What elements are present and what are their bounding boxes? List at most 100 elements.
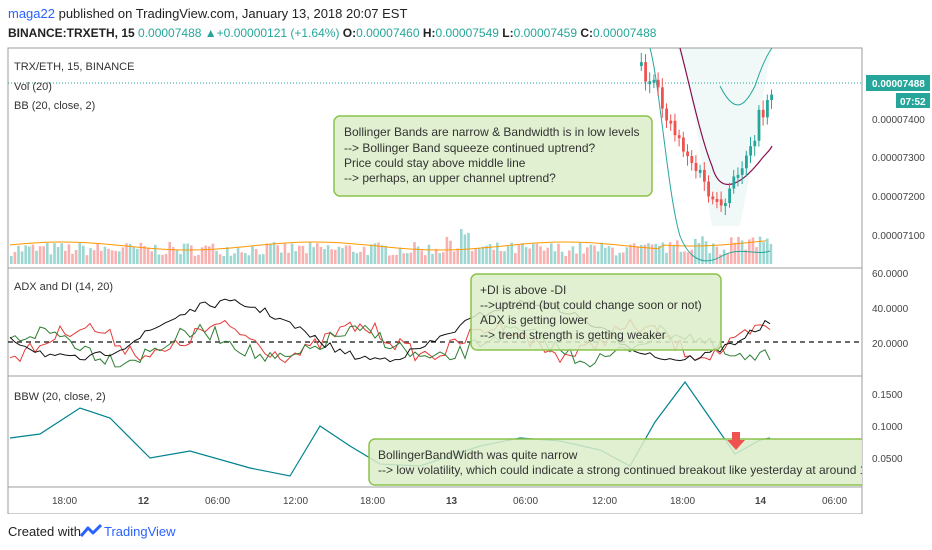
bbw-tick: 0.1500 xyxy=(872,390,903,401)
volume-bar xyxy=(625,247,629,264)
time-axis[interactable]: 18:00 12 06:00 12:00 18:00 13 06:00 12:0… xyxy=(52,496,847,507)
volume-bar xyxy=(568,250,571,264)
candle-body xyxy=(711,196,715,200)
volume-bar xyxy=(136,248,139,264)
volume-bar xyxy=(352,251,355,264)
volume-bar xyxy=(276,245,279,264)
volume-bar xyxy=(193,255,197,264)
volume-bar xyxy=(586,247,589,264)
high-value: 0.00007549 xyxy=(435,26,499,40)
volume-bar xyxy=(755,247,758,264)
time-tick: 06:00 xyxy=(513,496,538,507)
volume-bar xyxy=(125,243,128,264)
volume-bar xyxy=(528,248,531,264)
volume-bar xyxy=(330,249,333,264)
volume-bar xyxy=(589,244,593,264)
volume-bar xyxy=(701,236,704,264)
candle-body xyxy=(661,87,664,109)
volume-bar xyxy=(578,242,582,264)
open-value: 0.00007460 xyxy=(356,26,420,40)
price-annotation[interactable]: Bollinger Bands are narrow & Bandwidth i… xyxy=(333,115,653,197)
author-link[interactable]: maga22 xyxy=(8,6,55,21)
volume-bar xyxy=(740,240,744,264)
volume-bar xyxy=(719,254,722,264)
volume-bar xyxy=(668,242,672,264)
adx-annotation[interactable]: +DI is above -DI -->uptrend (but could c… xyxy=(470,273,722,351)
volume-bar xyxy=(604,247,607,264)
last-price-marker-text: 0.00007488 xyxy=(872,79,925,90)
volume-bar xyxy=(197,254,200,264)
volume-bar xyxy=(593,245,596,264)
price-axis[interactable]: 0.00007488 07:52 0.00007400 0.00007300 0… xyxy=(866,75,930,465)
volume-bar xyxy=(226,247,229,264)
volume-bar xyxy=(326,245,330,264)
volume-bar xyxy=(449,240,452,264)
volume-bar xyxy=(71,253,74,264)
candle-body xyxy=(665,108,668,121)
candle-body xyxy=(698,169,702,173)
volume-bar xyxy=(240,252,243,264)
candle-body xyxy=(686,151,689,157)
volume-bar xyxy=(31,244,35,264)
candle-body xyxy=(766,100,769,118)
volume-bar xyxy=(694,238,697,264)
volume-bar xyxy=(236,248,240,264)
candle-body xyxy=(707,181,710,197)
adx-annotation-box xyxy=(470,273,722,351)
time-tick: 12 xyxy=(138,496,150,507)
bbw-annotation[interactable]: BollingerBandWidth was quite narrow --> … xyxy=(368,438,890,486)
volume-bar xyxy=(514,253,517,264)
volume-bar xyxy=(262,254,265,264)
tradingview-logo-icon xyxy=(80,523,102,537)
open-label: O: xyxy=(342,26,357,40)
volume-bar xyxy=(409,252,413,264)
publish-line: maga22 published on TradingView.com, Jan… xyxy=(8,6,407,21)
volume-bar xyxy=(78,242,81,264)
time-tick: 06:00 xyxy=(205,496,230,507)
volume-bar xyxy=(607,246,611,264)
volume-bar xyxy=(402,253,405,264)
volume-bar xyxy=(35,250,38,264)
symbol-label: BINANCE:TRXETH, 15 xyxy=(8,26,135,40)
candle-body xyxy=(736,174,740,178)
volume-bar xyxy=(114,250,117,264)
volume-bar xyxy=(103,246,107,264)
volume-bar xyxy=(658,245,661,264)
volume-bar xyxy=(272,242,276,264)
volume-bar xyxy=(89,248,92,264)
volume-bar xyxy=(470,251,474,264)
volume-bar xyxy=(650,244,654,264)
volume-bar xyxy=(164,253,168,264)
volume-bar xyxy=(661,242,665,264)
volume-bar xyxy=(100,250,103,264)
volume-bar xyxy=(571,246,575,264)
price-note-line: --> perhaps, an upper channel uptrend? xyxy=(344,171,556,185)
volume-bar xyxy=(323,249,326,264)
volume-bar xyxy=(424,255,427,264)
time-tick: 12:00 xyxy=(592,496,617,507)
tradingview-brand-link[interactable]: TradingView xyxy=(104,524,176,539)
change-value: +0.00000121 (+1.64%) xyxy=(216,26,340,40)
volume-bar xyxy=(654,243,657,264)
candle-body xyxy=(682,137,685,152)
candle-body xyxy=(673,120,677,136)
countdown-marker xyxy=(896,93,930,108)
price-tick: 0.00007400 xyxy=(872,115,925,126)
volume-bar xyxy=(521,243,524,264)
volume-bar xyxy=(179,254,182,264)
volume-bar xyxy=(532,243,535,264)
volume-bar xyxy=(190,245,193,264)
volume-bar xyxy=(172,247,175,264)
chart-area[interactable]: TRX/ETH, 15, BINANCE Vol (20) BB (20, cl… xyxy=(0,46,932,514)
volume-bar xyxy=(10,255,13,264)
volume-bar xyxy=(229,255,233,264)
volume-bar xyxy=(697,243,701,264)
volume-ma-line xyxy=(9,240,767,251)
bbw-pane-title: BBW (20, close, 2) xyxy=(14,391,106,403)
footer: Created with TradingView xyxy=(0,514,932,550)
volume-bar xyxy=(380,245,384,264)
volume-bar xyxy=(247,255,251,264)
bb-lower-line xyxy=(649,47,771,262)
volume-bar xyxy=(452,251,456,264)
adx-note-line: ADX is getting lower xyxy=(480,313,588,327)
